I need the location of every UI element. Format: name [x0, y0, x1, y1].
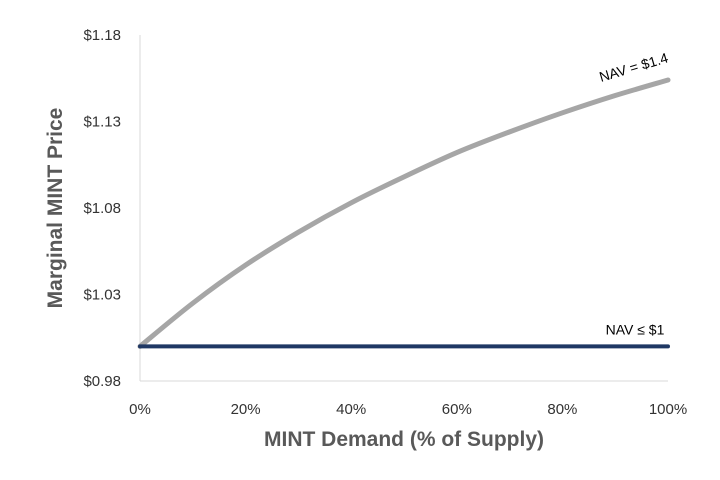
- x-tick-label: 80%: [547, 401, 577, 418]
- y-axis-ticks: $0.98 $1.03 $1.08 $1.13 $1.18: [83, 27, 121, 390]
- series-labels: NAV = $1.4 NAV ≤ $1: [597, 49, 670, 337]
- y-axis-title: Marginal MINT Price: [44, 108, 67, 309]
- x-tick-label: 60%: [442, 401, 472, 418]
- series-label-1: NAV = $1.4: [597, 49, 670, 84]
- y-tick-label: $0.98: [83, 373, 121, 390]
- x-tick-label: 40%: [336, 401, 366, 418]
- series-group: [137, 77, 671, 349]
- series-label-2: NAV ≤ $1: [606, 321, 665, 337]
- x-tick-label: 0%: [129, 401, 151, 418]
- x-tick-label: 20%: [231, 401, 261, 418]
- y-tick-label: $1.08: [83, 200, 121, 217]
- y-tick-label: $1.13: [83, 114, 121, 131]
- x-tick-label: 100%: [649, 401, 687, 418]
- y-tick-label: $1.18: [83, 27, 121, 44]
- x-axis-title: MINT Demand (% of Supply): [264, 428, 544, 451]
- series-line-1: [137, 77, 671, 349]
- x-axis-ticks: 0% 20% 40% 60% 80% 100%: [129, 401, 687, 418]
- y-tick-label: $1.03: [83, 287, 121, 304]
